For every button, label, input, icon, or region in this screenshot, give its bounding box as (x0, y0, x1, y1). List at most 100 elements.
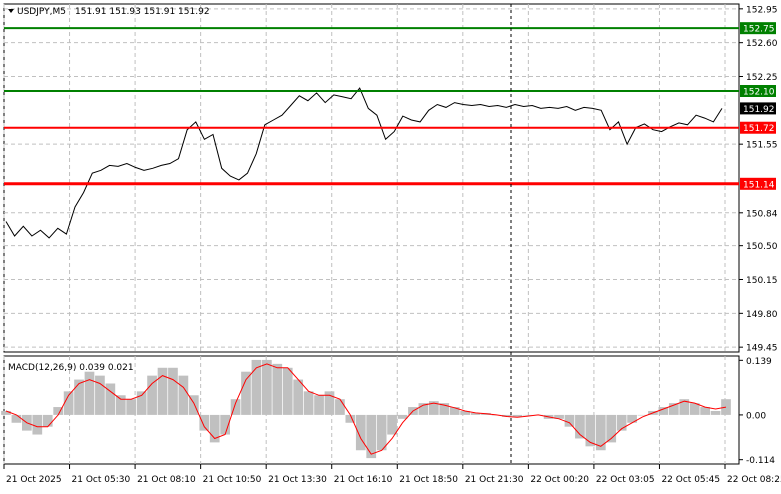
macd-histogram-bar (449, 407, 460, 415)
macd-histogram-bar (293, 379, 304, 415)
level-badge-label: 151.14 (743, 180, 775, 190)
grid-layer (3, 4, 739, 464)
current-price-badge (740, 102, 776, 115)
macd-histogram-bar (439, 403, 450, 415)
macd-histogram-bar (105, 383, 116, 415)
time-tick-label: 21 Oct 18:50 (399, 475, 458, 485)
level-badge-151.14 (740, 177, 776, 190)
level-badge-label: 151.72 (743, 124, 775, 134)
price-layer (5, 87, 723, 239)
macd-histogram-bar (188, 395, 199, 415)
macd-histogram-bar (11, 414, 22, 423)
price-tick-label: 149.45 (746, 344, 778, 354)
macd-histogram-bar (418, 403, 429, 415)
time-tick-label: 22 Oct 03:05 (596, 475, 655, 485)
time-tick-label: 21 Oct 13:30 (268, 475, 327, 485)
macd-histogram-bar (502, 414, 512, 417)
macd-histogram-bar (303, 391, 314, 415)
macd-histogram-bar (32, 414, 43, 435)
macd-label: MACD(12,26,9) 0.039 0.021 (8, 363, 134, 373)
symbol-label: USDJPY,M5 (17, 7, 66, 17)
price-tick-label: 152.60 (746, 39, 778, 49)
macd-histogram-bar (335, 399, 345, 415)
axis-layer: 152.95 152.60 152.25 151.55 150.84 150.50 150.… (3, 5, 781, 485)
macd-histogram-bar (668, 403, 679, 415)
level-badge-label: 152.10 (743, 88, 775, 98)
macd-histogram-bar (157, 367, 168, 415)
time-tick-label: 22 Oct 00:20 (530, 475, 589, 485)
macd-histogram-bar (585, 414, 596, 447)
macd-histogram-bar (397, 414, 408, 419)
macd-histogram-bar (251, 359, 262, 415)
level-badge-151.72 (740, 121, 776, 134)
macd-histogram-bar (53, 407, 64, 415)
price-panel[interactable] (3, 3, 740, 353)
macd-histogram-bar (470, 412, 481, 415)
macd-histogram-bar (178, 375, 189, 415)
level-layer: 152.75 152.10 151.72 151.14 151.92 (4, 22, 776, 190)
macd-signal-line[interactable] (5, 363, 727, 455)
level-badge-152.10 (740, 85, 776, 97)
dropdown-triangle-icon[interactable] (8, 9, 14, 13)
macd-histogram-bar (710, 410, 721, 415)
macd-histogram-bar (168, 367, 178, 415)
macd-histogram-bar (147, 375, 157, 415)
price-tick-label: 151.55 (746, 141, 778, 151)
macd-histogram-bar (74, 379, 84, 415)
macd-histogram-bar (220, 414, 230, 435)
macd-histogram-bar (554, 414, 564, 419)
time-tick-label: 21 Oct 05:30 (72, 475, 131, 485)
macd-histogram-bar (199, 414, 210, 431)
macd-histogram-bar (241, 371, 251, 415)
time-tick-label: 22 Oct 05:45 (661, 475, 720, 485)
macd-histogram-bar (230, 399, 241, 415)
macd-histogram-bar (700, 407, 710, 415)
macd-histogram-bar (616, 414, 627, 431)
macd-histogram-bar (627, 414, 637, 423)
price-series-line[interactable] (5, 87, 723, 239)
time-tick-label: 21 Oct 2025 (6, 475, 62, 485)
current-price-label: 151.92 (743, 105, 775, 115)
macd-histogram-bar (522, 414, 533, 416)
macd-histogram-bar (366, 414, 377, 459)
macd-histogram-bar (136, 391, 147, 415)
macd-histogram-bar (689, 403, 700, 415)
macd-histogram-bar (209, 414, 220, 443)
macd-histogram-bar (564, 414, 575, 427)
time-tick-label: 21 Oct 21:30 (465, 475, 524, 485)
macd-histogram-bar (345, 414, 356, 423)
macd-histogram-bar (84, 371, 95, 415)
macd-histogram-bar (637, 414, 648, 416)
price-tick-label: 152.25 (746, 73, 778, 83)
macd-histogram-bar (658, 407, 669, 415)
macd-histogram-bar (63, 391, 74, 415)
price-tick-label: 150.50 (746, 242, 778, 252)
macd-tick-label: 0.00 (746, 411, 766, 421)
macd-histogram-bar (595, 414, 606, 451)
macd-histogram-bar (512, 414, 523, 417)
macd-histogram-bar (126, 399, 137, 415)
time-tick-label: 21 Oct 10:50 (203, 475, 262, 485)
price-tick-label: 150.84 (746, 209, 778, 219)
macd-histogram-bar (460, 410, 470, 415)
macd-histogram-bar (272, 363, 283, 415)
macd-histogram-bar (1, 410, 11, 415)
time-tick-label: 21 Oct 08:10 (137, 475, 196, 485)
price-tick-label: 152.95 (746, 5, 778, 15)
time-tick-label: 22 Oct 08:25 (727, 475, 781, 485)
macd-layer (1, 359, 731, 459)
macd-histogram-bar (679, 399, 690, 415)
macd-histogram-bar (428, 401, 439, 415)
macd-histogram-bar (575, 414, 585, 439)
macd-histogram-bar (387, 414, 397, 435)
level-badge-label: 152.75 (743, 25, 775, 35)
macd-histogram-bar (262, 359, 272, 415)
macd-histogram-bar (721, 399, 731, 415)
price-tick-label: 150.15 (746, 276, 778, 286)
macd-histogram-bar (314, 395, 324, 415)
macd-histogram-bar (606, 414, 617, 443)
macd-histogram-bar (282, 367, 293, 415)
macd-tick-label: 0.139 (746, 357, 772, 367)
